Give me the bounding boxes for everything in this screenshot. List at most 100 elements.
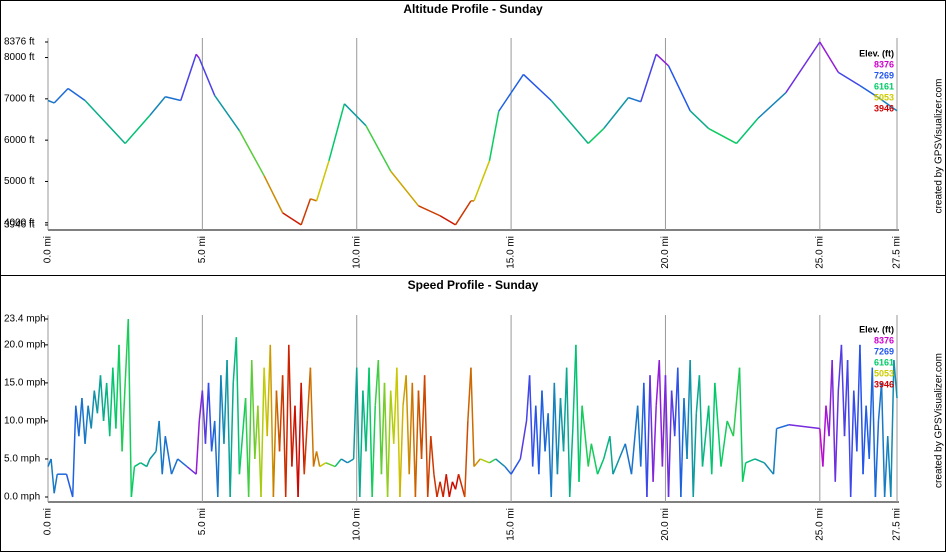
x-tick-label: 20.0 mi — [660, 508, 671, 541]
line-segment — [445, 474, 451, 498]
line-segment — [426, 436, 432, 498]
line-segment — [238, 398, 247, 475]
line-segment — [874, 420, 880, 498]
line-segment — [581, 405, 590, 467]
line-segment — [281, 375, 287, 498]
line-segment — [170, 458, 179, 475]
line-segment — [108, 367, 114, 437]
line-segment — [417, 390, 423, 459]
legend-entry: 5053 — [874, 92, 894, 102]
line-segment — [423, 375, 429, 498]
line-segment — [883, 436, 889, 498]
line-segment — [667, 390, 673, 498]
line-segment — [510, 458, 521, 475]
line-segment — [556, 398, 562, 475]
line-segment — [538, 390, 543, 475]
line-segment — [284, 344, 290, 498]
line-segment — [294, 405, 299, 498]
line-segment — [414, 390, 420, 498]
x-tick-label: 25.0 mi — [814, 236, 825, 269]
line-segment — [235, 337, 241, 475]
legend-entry: 8376 — [874, 335, 894, 345]
line-segment — [393, 367, 398, 444]
line-segment — [878, 96, 898, 112]
line-segment — [186, 465, 197, 475]
line-segment — [112, 367, 117, 429]
line-segment — [467, 367, 472, 421]
line-segment — [303, 420, 309, 475]
line-segment — [365, 367, 370, 452]
line-segment — [420, 375, 426, 459]
line-segment — [226, 360, 231, 498]
line-segment — [390, 170, 420, 207]
line-segment — [831, 360, 837, 482]
line-segment — [81, 398, 86, 444]
x-tick-label: 27.5 mi — [892, 508, 903, 541]
line-segment — [291, 405, 296, 467]
line-segment — [859, 84, 879, 99]
line-segment — [562, 367, 568, 452]
line-segment — [430, 436, 435, 475]
line-segment — [47, 99, 55, 104]
line-segment — [263, 367, 268, 437]
x-tick-label: 5.0 mi — [197, 508, 208, 535]
line-segment — [244, 398, 250, 498]
line-segment — [630, 405, 639, 475]
line-segment — [65, 473, 74, 498]
line-segment — [204, 382, 210, 444]
chart-title: Altitude Profile - Sunday — [403, 2, 543, 16]
line-segment — [275, 390, 281, 452]
line-segment — [355, 367, 361, 498]
legend-entry: 5053 — [874, 368, 894, 378]
line-segment — [531, 405, 537, 467]
line-segment — [195, 420, 201, 475]
line-segment — [822, 405, 827, 467]
line-segment — [315, 451, 321, 467]
line-segment — [655, 53, 670, 67]
line-segment — [819, 428, 824, 467]
y-tick-label: 6000 ft — [4, 135, 35, 146]
line-segment — [840, 344, 846, 437]
y-tick-label: 15.0 mph — [4, 378, 46, 389]
line-segment — [862, 405, 867, 475]
line-segment — [229, 382, 234, 498]
line-segment — [504, 466, 512, 475]
line-segment — [282, 212, 302, 226]
line-segment — [689, 110, 710, 130]
line-segment — [495, 458, 506, 468]
line-segment — [470, 367, 475, 467]
line-segment — [214, 95, 241, 132]
line-segment — [859, 344, 864, 475]
line-segment — [636, 405, 642, 467]
line-segment — [368, 367, 373, 498]
line-segment — [149, 450, 157, 460]
line-segment — [754, 458, 765, 464]
credit: created by GPSVisualizer.com — [934, 79, 945, 214]
line-segment — [380, 382, 386, 475]
y-tick-label: 0.0 mph — [4, 492, 40, 503]
line-segment — [868, 367, 874, 459]
line-segment — [711, 382, 716, 475]
line-segment — [856, 344, 861, 452]
line-segment — [180, 53, 197, 101]
line-segment — [677, 367, 682, 498]
line-segment — [680, 398, 685, 498]
line-segment — [408, 382, 414, 475]
line-segment — [603, 97, 629, 130]
line-segment — [602, 435, 611, 460]
line-segment — [763, 462, 775, 475]
line-segment — [312, 451, 318, 467]
line-segment — [118, 344, 123, 452]
y-tick-label: 10.0 mph — [4, 416, 46, 427]
line-segment — [53, 87, 69, 104]
line-segment — [315, 160, 330, 202]
line-segment — [50, 458, 55, 494]
line-segment — [300, 198, 312, 226]
line-segment — [90, 390, 96, 429]
line-segment — [365, 125, 392, 172]
line-segment — [102, 382, 108, 421]
x-tick-label: 10.0 mi — [351, 236, 362, 269]
line-segment — [84, 405, 89, 444]
line-segment — [451, 481, 457, 490]
y-tick-label: 7000 ft — [4, 93, 35, 104]
